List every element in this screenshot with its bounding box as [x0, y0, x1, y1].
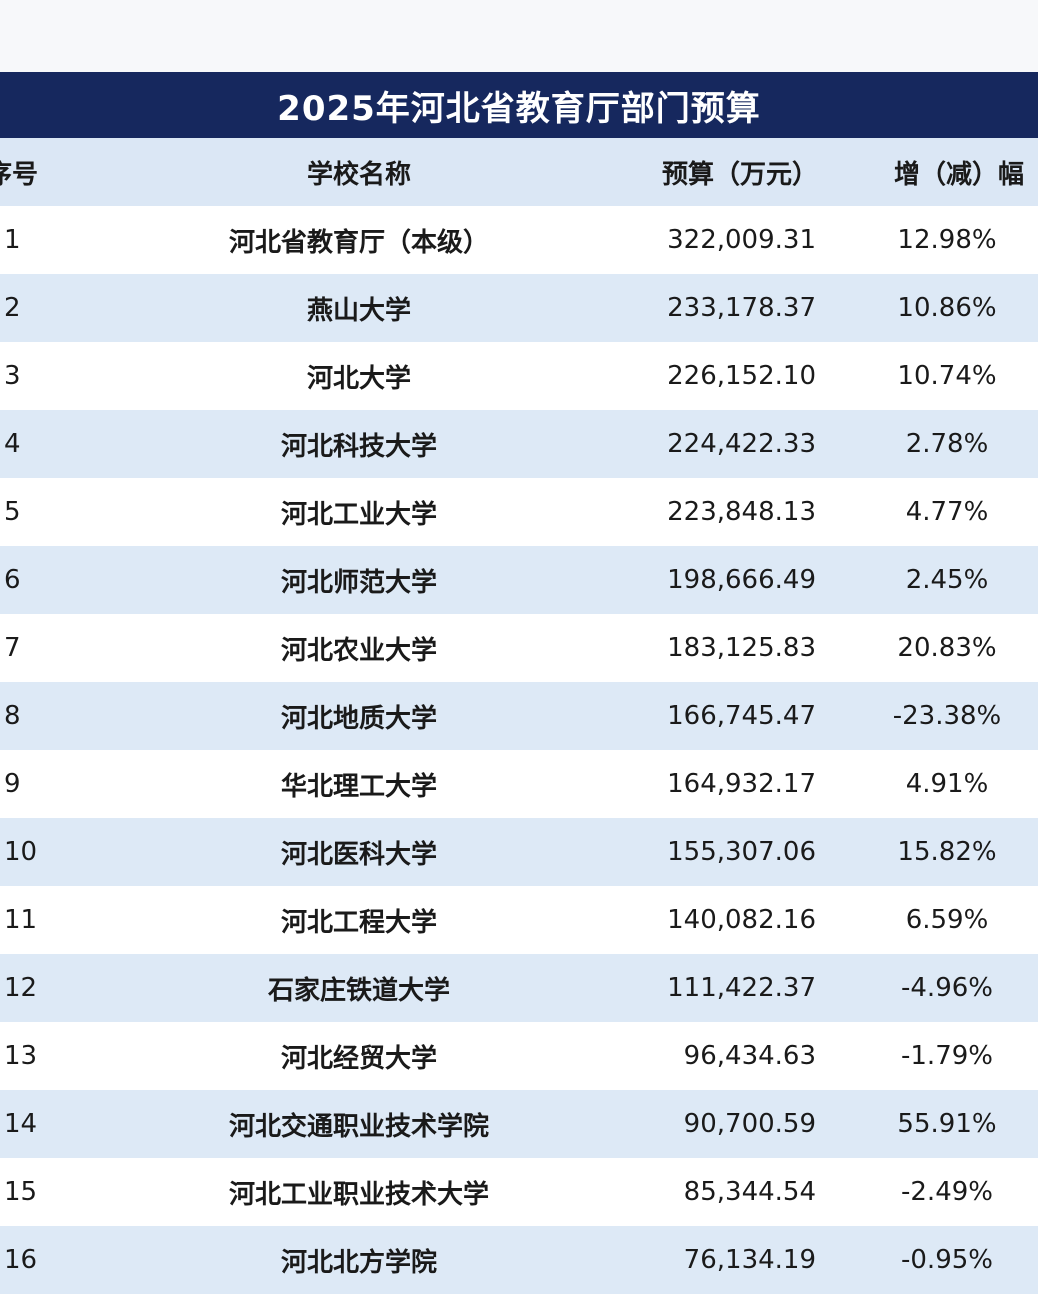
- row-school-name: 河北工业职业技术大学: [228, 1179, 489, 1210]
- row-index: 12: [4, 973, 38, 1003]
- row-change: 20.83%: [897, 633, 997, 663]
- row-school-name: 河北交通职业技术学院: [228, 1111, 489, 1142]
- row-budget: 90,700.59: [683, 1109, 816, 1139]
- row-budget: 198,666.49: [667, 565, 816, 595]
- table-row: 10 河北医科大学 155,307.06 15.82%: [0, 818, 1038, 886]
- row-school-name: 河北农业大学: [280, 635, 437, 666]
- header-change: 增（减）幅: [894, 159, 1025, 190]
- row-change: 15.82%: [897, 837, 997, 867]
- row-change: 2.78%: [905, 429, 989, 459]
- row-budget: 155,307.06: [667, 837, 816, 867]
- row-index: 3: [4, 361, 21, 391]
- table-title: 2025年河北省教育厅部门预算: [0, 72, 1038, 138]
- row-school-name: 河北师范大学: [280, 567, 437, 598]
- row-school-name: 河北地质大学: [280, 703, 437, 734]
- row-change: 2.45%: [905, 565, 989, 595]
- row-school-name: 河北北方学院: [280, 1247, 437, 1278]
- row-school-name: 河北大学: [306, 363, 411, 394]
- row-index: 13: [4, 1041, 38, 1071]
- row-change: -2.49%: [901, 1177, 993, 1207]
- row-index: 14: [4, 1109, 38, 1139]
- table-row: 5 河北工业大学 223,848.13 4.77%: [0, 478, 1038, 546]
- row-index: 6: [4, 565, 21, 595]
- table-row: 9 华北理工大学 164,932.17 4.91%: [0, 750, 1038, 818]
- row-change: 12.98%: [897, 225, 997, 255]
- table-row: 6 河北师范大学 198,666.49 2.45%: [0, 546, 1038, 614]
- row-index: 11: [4, 905, 38, 935]
- header-budget: 预算（万元）: [661, 159, 818, 190]
- row-index: 4: [4, 429, 21, 459]
- row-change: -0.95%: [901, 1245, 993, 1275]
- table-row: 11 河北工程大学 140,082.16 6.59%: [0, 886, 1038, 954]
- row-school-name: 石家庄铁道大学: [267, 975, 450, 1006]
- row-budget: 85,344.54: [683, 1177, 816, 1207]
- table-row: 13 河北经贸大学 96,434.63 -1.79%: [0, 1022, 1038, 1090]
- row-index: 9: [4, 769, 21, 799]
- row-budget: 166,745.47: [667, 701, 816, 731]
- row-index: 15: [4, 1177, 38, 1207]
- row-budget: 233,178.37: [667, 293, 816, 323]
- row-change: 4.91%: [905, 769, 989, 799]
- top-margin: [0, 0, 1038, 72]
- table-row: 7 河北农业大学 183,125.83 20.83%: [0, 614, 1038, 682]
- row-budget: 183,125.83: [667, 633, 816, 663]
- table-row: 2 燕山大学 233,178.37 10.86%: [0, 274, 1038, 342]
- row-change: 4.77%: [905, 497, 989, 527]
- row-change: -1.79%: [901, 1041, 993, 1071]
- row-school-name: 河北省教育厅（本级）: [228, 227, 489, 258]
- row-change: 6.59%: [905, 905, 989, 935]
- row-budget: 322,009.31: [667, 225, 816, 255]
- row-index: 5: [4, 497, 21, 527]
- header-school-name: 学校名称: [306, 159, 411, 190]
- row-index: 16: [4, 1245, 38, 1275]
- table-row: 8 河北地质大学 166,745.47 -23.38%: [0, 682, 1038, 750]
- row-change: -4.96%: [901, 973, 993, 1003]
- row-index: 10: [4, 837, 38, 867]
- table-row: 12 石家庄铁道大学 111,422.37 -4.96%: [0, 954, 1038, 1022]
- table-row: 14 河北交通职业技术学院 90,700.59 55.91%: [0, 1090, 1038, 1158]
- row-change: 55.91%: [897, 1109, 997, 1139]
- header-index: 序号: [0, 159, 39, 190]
- row-school-name: 河北工业大学: [280, 499, 437, 530]
- row-index: 8: [4, 701, 21, 731]
- row-budget: 164,932.17: [667, 769, 816, 799]
- row-school-name: 河北医科大学: [280, 839, 437, 870]
- row-change: 10.86%: [897, 293, 997, 323]
- row-index: 2: [4, 293, 21, 323]
- row-index: 7: [4, 633, 21, 663]
- table-row: 16 河北北方学院 76,134.19 -0.95%: [0, 1226, 1038, 1294]
- table-row: 15 河北工业职业技术大学 85,344.54 -2.49%: [0, 1158, 1038, 1226]
- row-school-name: 华北理工大学: [280, 771, 437, 802]
- row-change: -23.38%: [892, 701, 1002, 731]
- row-school-name: 河北科技大学: [280, 431, 437, 462]
- row-school-name: 河北经贸大学: [280, 1043, 437, 1074]
- budget-table: 序号 学校名称 预算（万元） 增（减）幅 1 河北省教育厅（本级） 322,00…: [0, 138, 1038, 1294]
- table-row: 3 河北大学 226,152.10 10.74%: [0, 342, 1038, 410]
- row-budget: 224,422.33: [667, 429, 816, 459]
- row-budget: 226,152.10: [667, 361, 816, 391]
- row-index: 1: [4, 225, 21, 255]
- row-budget: 223,848.13: [667, 497, 816, 527]
- row-budget: 96,434.63: [683, 1041, 816, 1071]
- row-school-name: 燕山大学: [306, 295, 411, 326]
- row-budget: 76,134.19: [683, 1245, 816, 1275]
- header-row: 序号 学校名称 预算（万元） 增（减）幅: [0, 138, 1038, 206]
- row-school-name: 河北工程大学: [280, 907, 437, 938]
- table-row: 1 河北省教育厅（本级） 322,009.31 12.98%: [0, 206, 1038, 274]
- row-change: 10.74%: [897, 361, 997, 391]
- table-row: 4 河北科技大学 224,422.33 2.78%: [0, 410, 1038, 478]
- row-budget: 140,082.16: [667, 905, 816, 935]
- row-budget: 111,422.37: [667, 973, 816, 1003]
